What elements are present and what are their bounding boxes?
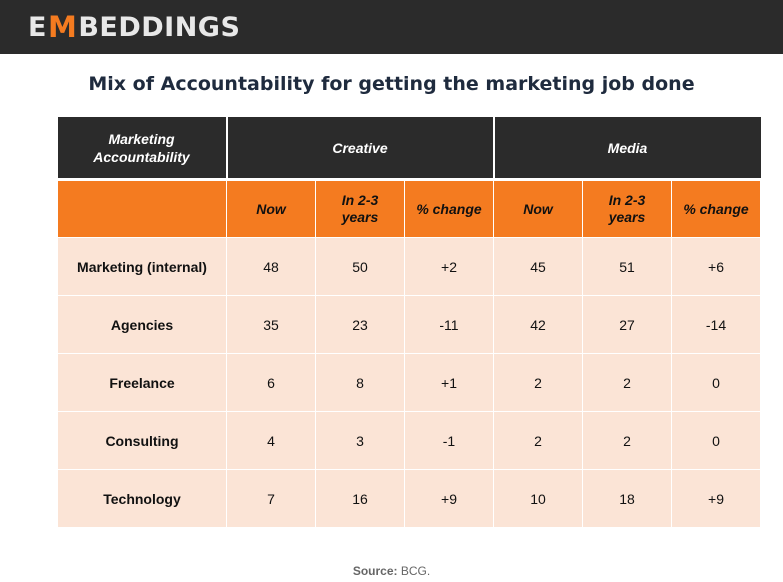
cell-value: 2: [493, 411, 583, 470]
row-label: Marketing (internal): [57, 237, 227, 296]
group-header-creative: Creative: [225, 117, 495, 180]
row-label: Freelance: [57, 353, 227, 412]
source-label: Source:: [352, 564, 398, 578]
cell-value: 3: [315, 411, 405, 470]
page-title: Mix of Accountability for getting the ma…: [88, 73, 695, 95]
cell-value: 42: [493, 295, 583, 354]
cell-value: 8: [315, 353, 405, 412]
subheader-empty: [57, 178, 227, 238]
source-value: BCG.: [400, 564, 431, 578]
table-row: Consulting 4 3 -1 2 2 0: [57, 411, 761, 470]
logo-prefix: E: [28, 11, 47, 43]
logo-suffix: BEDDINGS: [78, 11, 241, 43]
top-bar: E M BEDDINGS: [0, 0, 783, 54]
cell-value: 45: [493, 237, 583, 296]
cell-value: 23: [315, 295, 405, 354]
cell-value: -14: [671, 295, 761, 354]
cell-value: +9: [671, 469, 761, 528]
cell-value: 35: [226, 295, 316, 354]
cell-value: -1: [404, 411, 494, 470]
subheader-creative-future: In 2-3 years: [315, 178, 405, 238]
cell-value: 10: [493, 469, 583, 528]
cell-value: 50: [315, 237, 405, 296]
accountability-table: Marketing Accountability Creative Media …: [57, 117, 761, 528]
table-row: Agencies 35 23 -11 42 27 -14: [57, 295, 761, 354]
source-note: Source: BCG.: [0, 564, 783, 578]
row-label: Agencies: [57, 295, 227, 354]
table-group-header-row: Marketing Accountability Creative Media: [57, 117, 761, 180]
cell-value: 51: [582, 237, 672, 296]
table-row: Marketing (internal) 48 50 +2 45 51 +6: [57, 237, 761, 296]
cell-value: +2: [404, 237, 494, 296]
cell-value: +1: [404, 353, 494, 412]
table-subheader-row: Now In 2-3 years % change Now In 2-3 yea…: [57, 178, 761, 238]
subheader-creative-change: % change: [404, 178, 494, 238]
cell-value: 6: [226, 353, 316, 412]
group-header-media: Media: [492, 117, 761, 180]
cell-value: 0: [671, 353, 761, 412]
cell-value: +9: [404, 469, 494, 528]
cell-value: +6: [671, 237, 761, 296]
cell-value: 2: [582, 411, 672, 470]
subheader-media-change: % change: [671, 178, 761, 238]
cell-value: 27: [582, 295, 672, 354]
row-label: Technology: [57, 469, 227, 528]
cell-value: 0: [671, 411, 761, 470]
cell-value: 4: [226, 411, 316, 470]
cell-value: 48: [226, 237, 316, 296]
cell-value: 16: [315, 469, 405, 528]
cell-value: 18: [582, 469, 672, 528]
cell-value: 2: [582, 353, 672, 412]
cell-value: 2: [493, 353, 583, 412]
table-row: Freelance 6 8 +1 2 2 0: [57, 353, 761, 412]
subheader-media-now: Now: [493, 178, 583, 238]
subheader-media-future: In 2-3 years: [582, 178, 672, 238]
cell-value: -11: [404, 295, 494, 354]
cell-value: 7: [226, 469, 316, 528]
embeddings-logo[interactable]: E M BEDDINGS: [28, 10, 240, 44]
logo-mark: M: [47, 10, 78, 44]
table-row: Technology 7 16 +9 10 18 +9: [57, 469, 761, 528]
corner-header: Marketing Accountability: [57, 117, 228, 180]
subheader-creative-now: Now: [226, 178, 316, 238]
row-label: Consulting: [57, 411, 227, 470]
